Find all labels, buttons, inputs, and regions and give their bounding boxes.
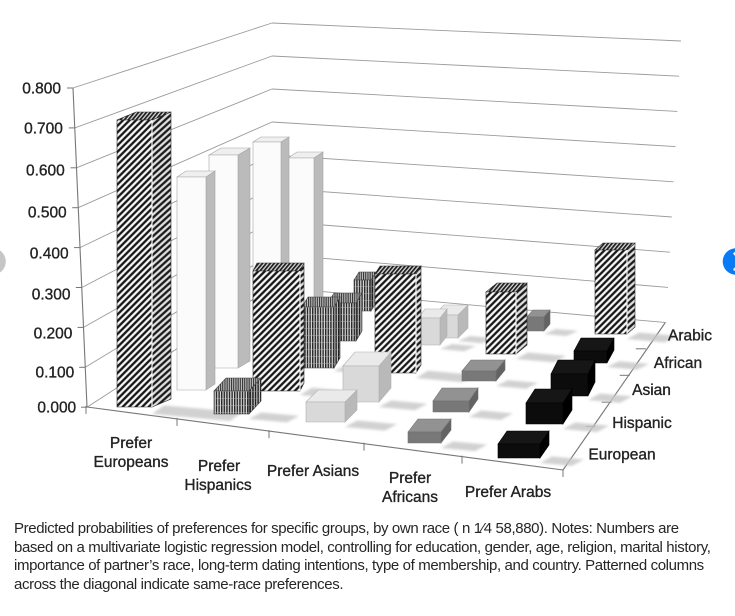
svg-text:0.600: 0.600: [26, 163, 65, 180]
svg-text:0.500: 0.500: [28, 205, 67, 222]
svg-text:Arabic: Arabic: [668, 328, 712, 345]
svg-text:Asian: Asian: [632, 382, 671, 399]
svg-text:Europeans: Europeans: [94, 454, 169, 471]
svg-text:Prefer Arabs: Prefer Arabs: [465, 484, 551, 501]
svg-text:Hispanic: Hispanic: [612, 415, 672, 432]
svg-text:Hispanics: Hispanics: [184, 477, 251, 494]
svg-text:Prefer Asians: Prefer Asians: [267, 463, 359, 480]
svg-text:African: African: [654, 355, 702, 372]
svg-text:0.100: 0.100: [36, 365, 75, 382]
svg-text:0.700: 0.700: [24, 121, 63, 138]
svg-text:Prefer: Prefer: [110, 435, 152, 452]
svg-text:0.300: 0.300: [32, 287, 71, 304]
svg-text:0.400: 0.400: [30, 246, 69, 263]
svg-text:Prefer: Prefer: [389, 470, 431, 487]
svg-text:0.800: 0.800: [22, 81, 61, 98]
svg-text:Prefer: Prefer: [198, 458, 240, 475]
svg-text:0.000: 0.000: [37, 400, 76, 417]
svg-text:Africans: Africans: [382, 489, 438, 506]
svg-text:0.200: 0.200: [34, 326, 73, 343]
svg-text:European: European: [588, 447, 655, 464]
